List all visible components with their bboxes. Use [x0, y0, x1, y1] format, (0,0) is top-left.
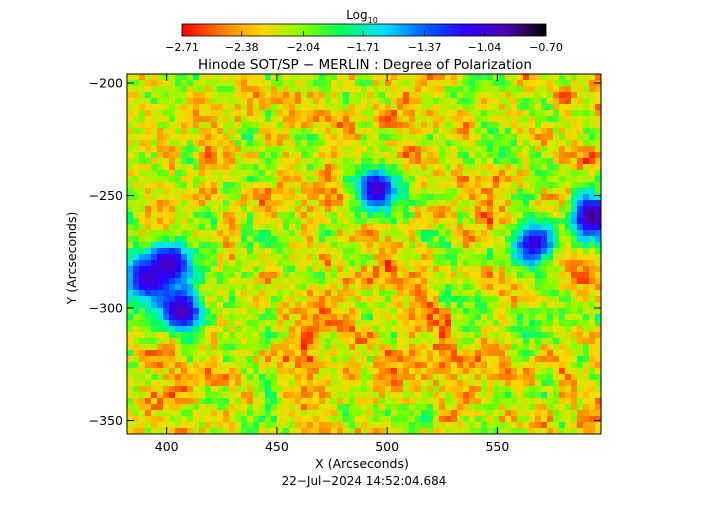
colorbar-label: Log10	[346, 8, 378, 25]
colorbar-tick-label: −0.70	[529, 41, 563, 54]
y-axis-label: Y (Arcseconds)	[64, 212, 79, 306]
chart-title: Hinode SOT/SP − MERLIN : Degree of Polar…	[198, 57, 532, 73]
y-tick-label: −200	[89, 76, 123, 91]
y-axis: −200 −250 −300 −350	[89, 76, 601, 428]
colorbar-tick-label: −2.71	[165, 41, 199, 54]
x-tick-label: 450	[265, 439, 289, 454]
x-axis-label: X (Arcseconds)	[315, 456, 409, 471]
colorbar-tick-label: −1.37	[408, 41, 442, 54]
plot-frame	[126, 73, 602, 435]
colorbar-tick-label: −2.04	[286, 41, 320, 54]
colorbar-tick-label: −1.04	[468, 41, 502, 54]
polarization-map	[127, 74, 601, 434]
y-tick-label: −350	[89, 413, 123, 428]
x-tick-label: 550	[485, 439, 509, 454]
y-tick-label: −250	[89, 188, 123, 203]
colorbar-ticks: −2.71 −2.38 −2.04 −1.71 −1.37 −1.04 −0.70	[165, 31, 563, 54]
colorbar	[181, 23, 547, 37]
y-tick-label: −300	[89, 301, 123, 316]
x-tick-label: 400	[155, 439, 179, 454]
timestamp: 22−Jul−2024 14:52:04.684	[282, 474, 447, 488]
x-axis: 400 450 500 550	[155, 74, 509, 454]
colorbar-tick-label: −1.71	[346, 41, 380, 54]
x-tick-label: 500	[375, 439, 399, 454]
colorbar-tick-label: −2.38	[225, 41, 259, 54]
